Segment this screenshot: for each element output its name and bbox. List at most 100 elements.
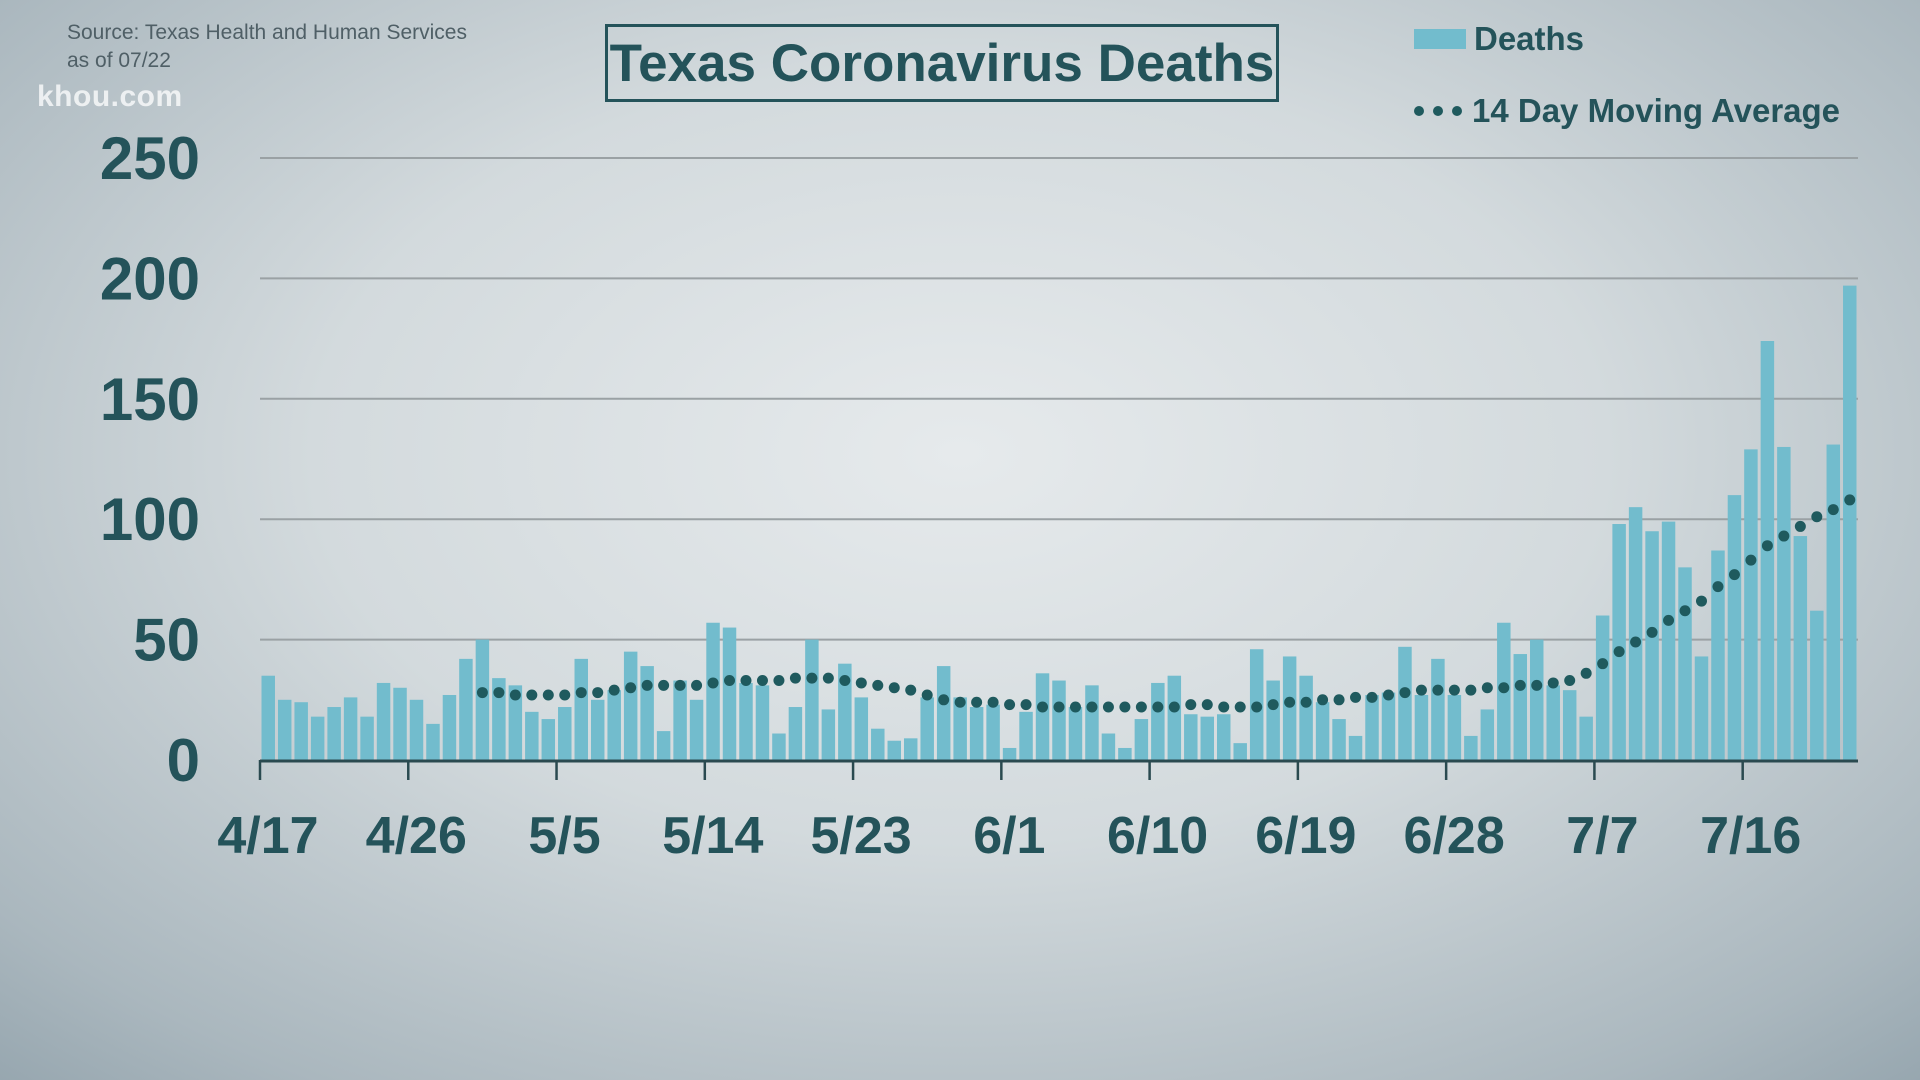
bar-deaths [590,699,605,760]
bar-deaths [1035,673,1050,760]
moving-average-point [575,687,587,699]
legend-item-moving-average: 14 Day Moving Average [1414,92,1840,130]
moving-average-point [987,696,999,708]
moving-average-point [954,696,966,708]
moving-average-point [1695,595,1707,607]
bar-deaths [261,675,275,760]
bar-deaths [1299,675,1313,760]
moving-average-point [839,675,851,687]
bar-deaths [1513,654,1528,760]
bar-deaths [442,694,457,760]
bar-deaths [1777,446,1791,760]
bar-swatch-icon [1414,29,1466,49]
x-tick-label: 6/10 [1107,807,1208,865]
bar-deaths [327,707,341,760]
bar-deaths [1167,675,1182,760]
moving-average-point [1168,701,1180,713]
bar-deaths [805,639,819,760]
y-tick-label: 250 [100,125,200,192]
moving-average-point [1465,684,1477,696]
moving-average-point [493,687,505,699]
moving-average-point [724,675,736,687]
moving-average-point [1646,626,1658,638]
moving-average-point [1448,684,1460,696]
moving-average-point [1778,530,1790,542]
moving-average-point [1679,605,1691,617]
bar-deaths [574,658,588,760]
bar-deaths [1348,735,1363,760]
bar-deaths [277,699,292,760]
moving-average-point [773,675,785,687]
moving-average-point [806,672,818,684]
moving-average-point [1020,699,1032,711]
bar-deaths [1464,735,1478,760]
bar-deaths [1315,702,1330,760]
moving-average-point [1135,701,1147,713]
bar-deaths [1101,733,1116,760]
bar-deaths [772,733,786,760]
moving-average-point [1827,504,1839,516]
bar-deaths [953,697,967,760]
moving-average-point [1597,658,1609,670]
moving-average-point [1333,694,1345,706]
moving-average-point [1415,684,1427,696]
bar-deaths [656,731,671,760]
moving-average-point [888,682,900,694]
bar-deaths [459,658,473,760]
moving-average-point [1531,679,1543,691]
bar-deaths [936,666,951,760]
y-tick-label: 200 [100,245,200,312]
moving-average-point [509,689,521,701]
legend-item-deaths: Deaths [1414,20,1584,58]
moving-average-point [641,679,653,691]
moving-average-point [542,689,554,701]
dotted-line-icon [1414,106,1462,116]
bar-deaths [607,690,621,760]
bar-deaths [1019,711,1033,760]
moving-average-point [1580,667,1592,679]
moving-average-point [592,687,604,699]
bar-deaths [525,711,539,760]
bar-deaths [1843,285,1857,760]
bar-deaths [1810,610,1824,760]
x-tick-label: 6/1 [973,807,1045,865]
bar-deaths [1085,685,1099,760]
bar-deaths [623,651,638,760]
bar-deaths [343,697,358,760]
moving-average-point [1251,701,1263,713]
bar-deaths [821,709,836,760]
bar-deaths [426,723,440,760]
bar-deaths [294,702,308,760]
moving-average-point [756,675,768,687]
moving-average-point [1300,696,1312,708]
bar-deaths [1480,709,1495,760]
bar-deaths [376,682,391,760]
moving-average-point [1069,701,1081,713]
y-tick-label: 0 [167,727,200,794]
moving-average-point [1745,554,1757,566]
moving-average-point [1613,646,1625,658]
legend-label-moving-average: 14 Day Moving Average [1472,92,1841,129]
moving-average-point [921,689,933,701]
moving-average-point [1630,636,1642,648]
bar-deaths [1694,656,1709,760]
bar-deaths [920,697,934,760]
bar-deaths [854,697,869,760]
bar-deaths [1118,747,1132,760]
bar-deaths [1217,714,1231,760]
moving-average-point [691,679,703,691]
moving-average-point [1366,691,1378,703]
moving-average-point [1382,689,1394,701]
moving-average-point [1514,679,1526,691]
y-tick-label: 100 [100,486,200,553]
bar-deaths [1414,694,1429,760]
moving-average-point [1547,677,1559,689]
moving-average-point [1004,699,1016,711]
x-tick-label: 6/19 [1255,807,1356,865]
moving-average-point [476,687,488,699]
chart-title: Texas Coronavirus Deaths [605,24,1279,102]
bar-deaths [409,699,424,760]
moving-average-point [1267,699,1279,711]
chart-title-text: Texas Coronavirus Deaths [609,33,1275,93]
